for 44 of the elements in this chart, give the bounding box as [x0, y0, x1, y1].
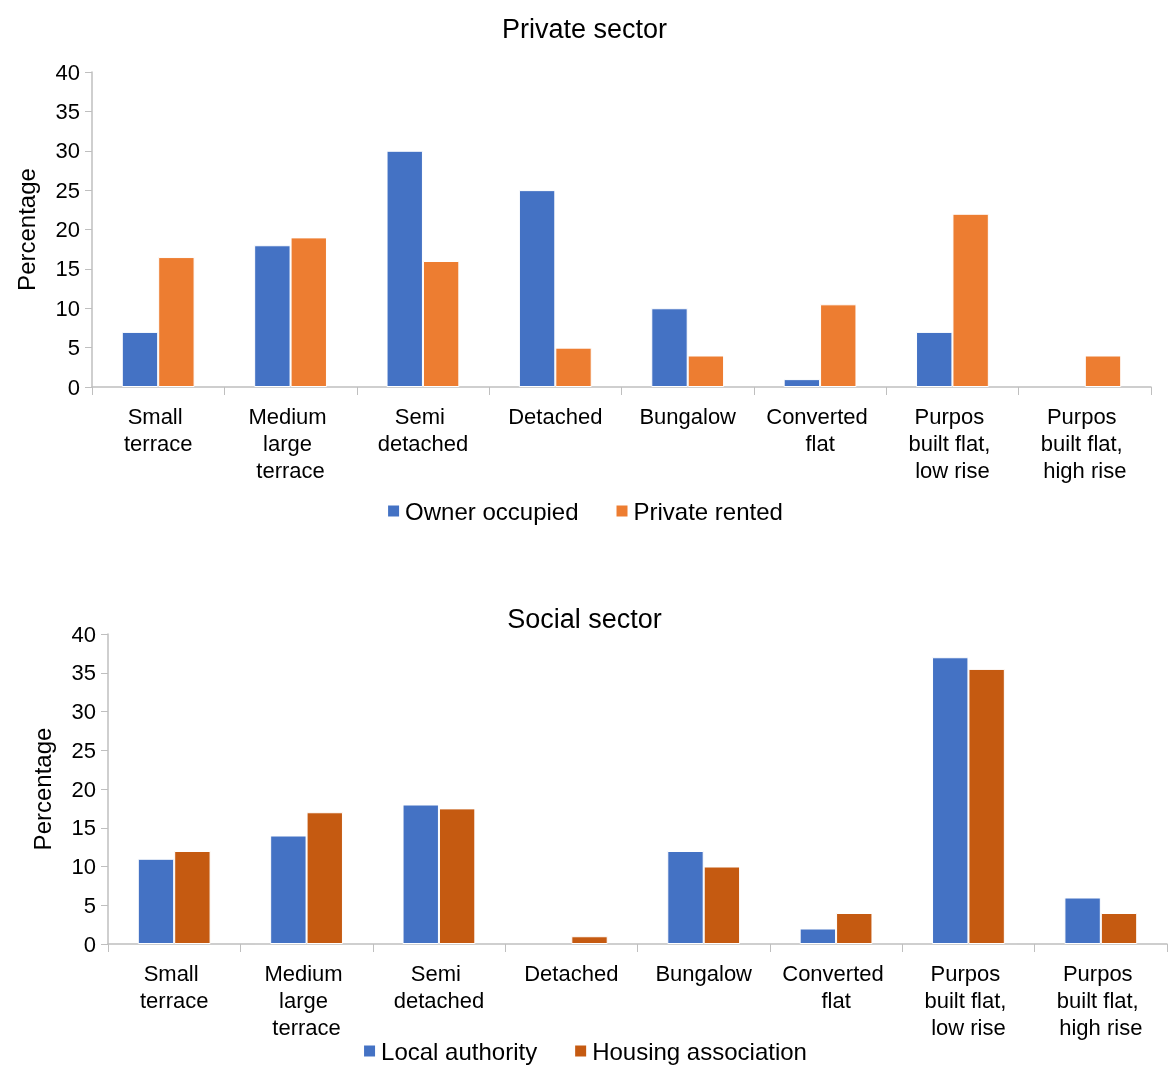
- y-tick-label: 25: [55, 177, 80, 203]
- y-tick-label: 35: [71, 660, 96, 686]
- y-tick-label: 20: [71, 776, 96, 802]
- x-tick-label: Converted flat: [766, 404, 874, 456]
- y-tick-label: 30: [71, 699, 96, 724]
- bar: [1084, 355, 1122, 387]
- x-tick-label: Medium large terrace: [264, 961, 349, 1040]
- y-tick-label: 5: [67, 335, 80, 361]
- chart-title: Social sector: [507, 603, 662, 634]
- y-tick-label: 10: [71, 854, 96, 879]
- x-tick-label: Bungalow: [655, 961, 753, 986]
- x-tick-label: Purpos built flat, high rise: [1040, 404, 1129, 483]
- y-tick-label: 10: [55, 295, 80, 321]
- y-tick-label: 35: [55, 98, 80, 124]
- legend-label: Housing association: [592, 1037, 807, 1065]
- x-tick-label: Detached: [508, 404, 603, 429]
- y-tick-label: 30: [55, 138, 80, 164]
- y-tick-label: 15: [55, 256, 80, 282]
- y-tick-label: 40: [71, 621, 96, 647]
- x-tick-label: Converted flat: [782, 961, 890, 1013]
- x-tick-label: Bungalow: [639, 404, 737, 429]
- x-tick-label: Purpos built flat, high rise: [1056, 961, 1145, 1040]
- x-tick-label: Medium large terrace: [248, 404, 333, 483]
- y-tick-label: 20: [55, 217, 80, 242]
- chart-title: Private sector: [501, 13, 668, 44]
- x-tick-label: Semi detached: [393, 961, 485, 1013]
- y-axis-title: Percentage: [12, 168, 40, 291]
- x-tick-label: Small terrace: [123, 404, 193, 456]
- legend-label: Private rented: [633, 497, 783, 525]
- x-tick-label: Detached: [524, 961, 619, 986]
- x-tick-label: Purpos built flat, low rise: [924, 961, 1013, 1040]
- y-tick-label: 15: [71, 815, 96, 841]
- y-axis-title: Percentage: [28, 727, 56, 851]
- y-tick-label: 5: [83, 892, 96, 918]
- legend-label: Owner occupied: [405, 497, 579, 525]
- y-tick-label: 0: [67, 374, 80, 400]
- legend-label: Local authority: [381, 1037, 538, 1065]
- x-tick-label: Semi detached: [377, 404, 469, 456]
- y-tick-label: 40: [55, 59, 80, 85]
- bar: [571, 936, 608, 944]
- x-tick-label: Purpos built flat, low rise: [908, 404, 997, 483]
- y-tick-label: 25: [71, 737, 96, 763]
- x-tick-label: Small terrace: [139, 961, 209, 1013]
- y-tick-label: 0: [83, 931, 96, 957]
